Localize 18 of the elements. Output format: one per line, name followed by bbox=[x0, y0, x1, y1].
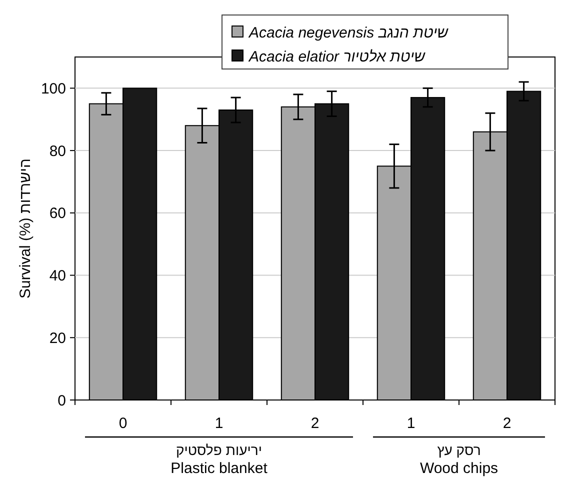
text: Wood chips bbox=[420, 460, 498, 477]
text: רסק עץ bbox=[437, 442, 481, 458]
x-tick-label: 1 bbox=[214, 415, 224, 432]
legend-label: Acacia elatior שיטת אלטיור bbox=[248, 48, 426, 66]
y-tick-label: 60 bbox=[49, 205, 66, 222]
y-tick-label: 40 bbox=[49, 268, 66, 285]
x-tick-label: 0 bbox=[118, 415, 128, 432]
legend-label: Acacia negevensis שיטת הנגב bbox=[248, 24, 450, 42]
text: יריעות פלסטיק bbox=[176, 442, 262, 458]
y-tick-label: 0 bbox=[58, 392, 66, 410]
y-tick-label: 100 bbox=[40, 80, 66, 98]
y-axis-title: Survival (%) הישרדות bbox=[17, 158, 34, 298]
text: Plastic blanket bbox=[170, 460, 268, 477]
x-tick-label: 2 bbox=[502, 415, 512, 432]
x-tick-label: 1 bbox=[406, 415, 416, 432]
y-tick-label: 80 bbox=[49, 142, 66, 160]
x-tick-label: 2 bbox=[310, 415, 320, 432]
y-tick-label: 20 bbox=[49, 330, 66, 347]
